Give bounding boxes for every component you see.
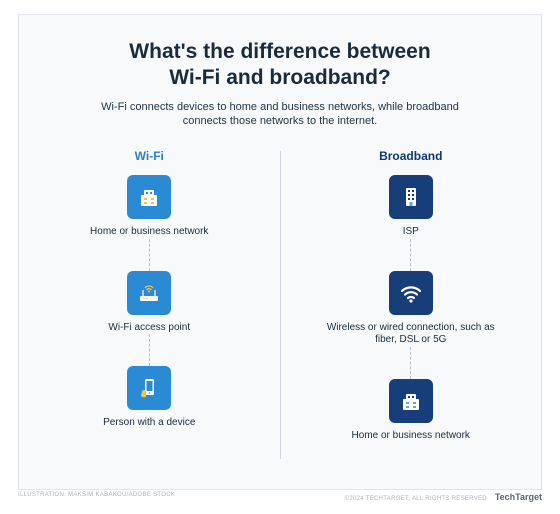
isp-building-icon: [389, 175, 433, 219]
footer-right: ©2024 TECHTARGET, ALL RIGHTS RESERVED Te…: [345, 492, 542, 502]
footer-copyright: ©2024 TECHTARGET, ALL RIGHTS RESERVED: [345, 496, 487, 502]
broadband-step-3: Home or business network: [352, 379, 470, 443]
wifi-step-3-label: Person with a device: [103, 417, 195, 430]
infographic-card: What's the difference between Wi-Fi and …: [18, 14, 542, 490]
device-hand-icon: [127, 366, 171, 410]
broadband-column: Broadband ISP: [281, 147, 542, 477]
footer-brand: TechTarget: [495, 492, 542, 502]
connector: [149, 334, 150, 366]
footer: ILLUSTRATION: MAKSIM KABAKOU/ADOBE STOCK…: [18, 492, 542, 502]
wifi-waves-icon: [389, 271, 433, 315]
connector: [149, 239, 150, 271]
broadband-step-2-label: Wireless or wired connection, such as fi…: [326, 322, 496, 347]
wifi-step-2: Wi-Fi access point: [108, 271, 190, 335]
wifi-column: Wi-Fi Home or business network: [19, 147, 280, 477]
columns-container: Wi-Fi Home or business network: [19, 147, 541, 477]
wifi-step-3: Person with a device: [103, 366, 195, 430]
router-building-icon: [127, 175, 171, 219]
router-building-icon: [389, 379, 433, 423]
connector: [410, 239, 411, 271]
subtitle: Wi-Fi connects devices to home and busin…: [19, 100, 541, 148]
title-line-2: Wi-Fi and broadband?: [169, 66, 390, 89]
connector: [410, 347, 411, 379]
title-line-1: What's the difference between: [129, 40, 430, 63]
wifi-step-1-label: Home or business network: [90, 226, 208, 239]
access-point-icon: [127, 271, 171, 315]
broadband-step-2: Wireless or wired connection, such as fi…: [326, 271, 496, 347]
wifi-step-2-label: Wi-Fi access point: [108, 322, 190, 335]
page-title: What's the difference between Wi-Fi and …: [19, 15, 541, 100]
broadband-step-3-label: Home or business network: [352, 430, 470, 443]
footer-credit: ILLUSTRATION: MAKSIM KABAKOU/ADOBE STOCK: [18, 492, 175, 502]
wifi-heading: Wi-Fi: [135, 149, 164, 163]
broadband-step-1: ISP: [389, 175, 433, 239]
broadband-step-1-label: ISP: [403, 226, 419, 239]
wifi-step-1: Home or business network: [90, 175, 208, 239]
broadband-heading: Broadband: [379, 149, 442, 163]
